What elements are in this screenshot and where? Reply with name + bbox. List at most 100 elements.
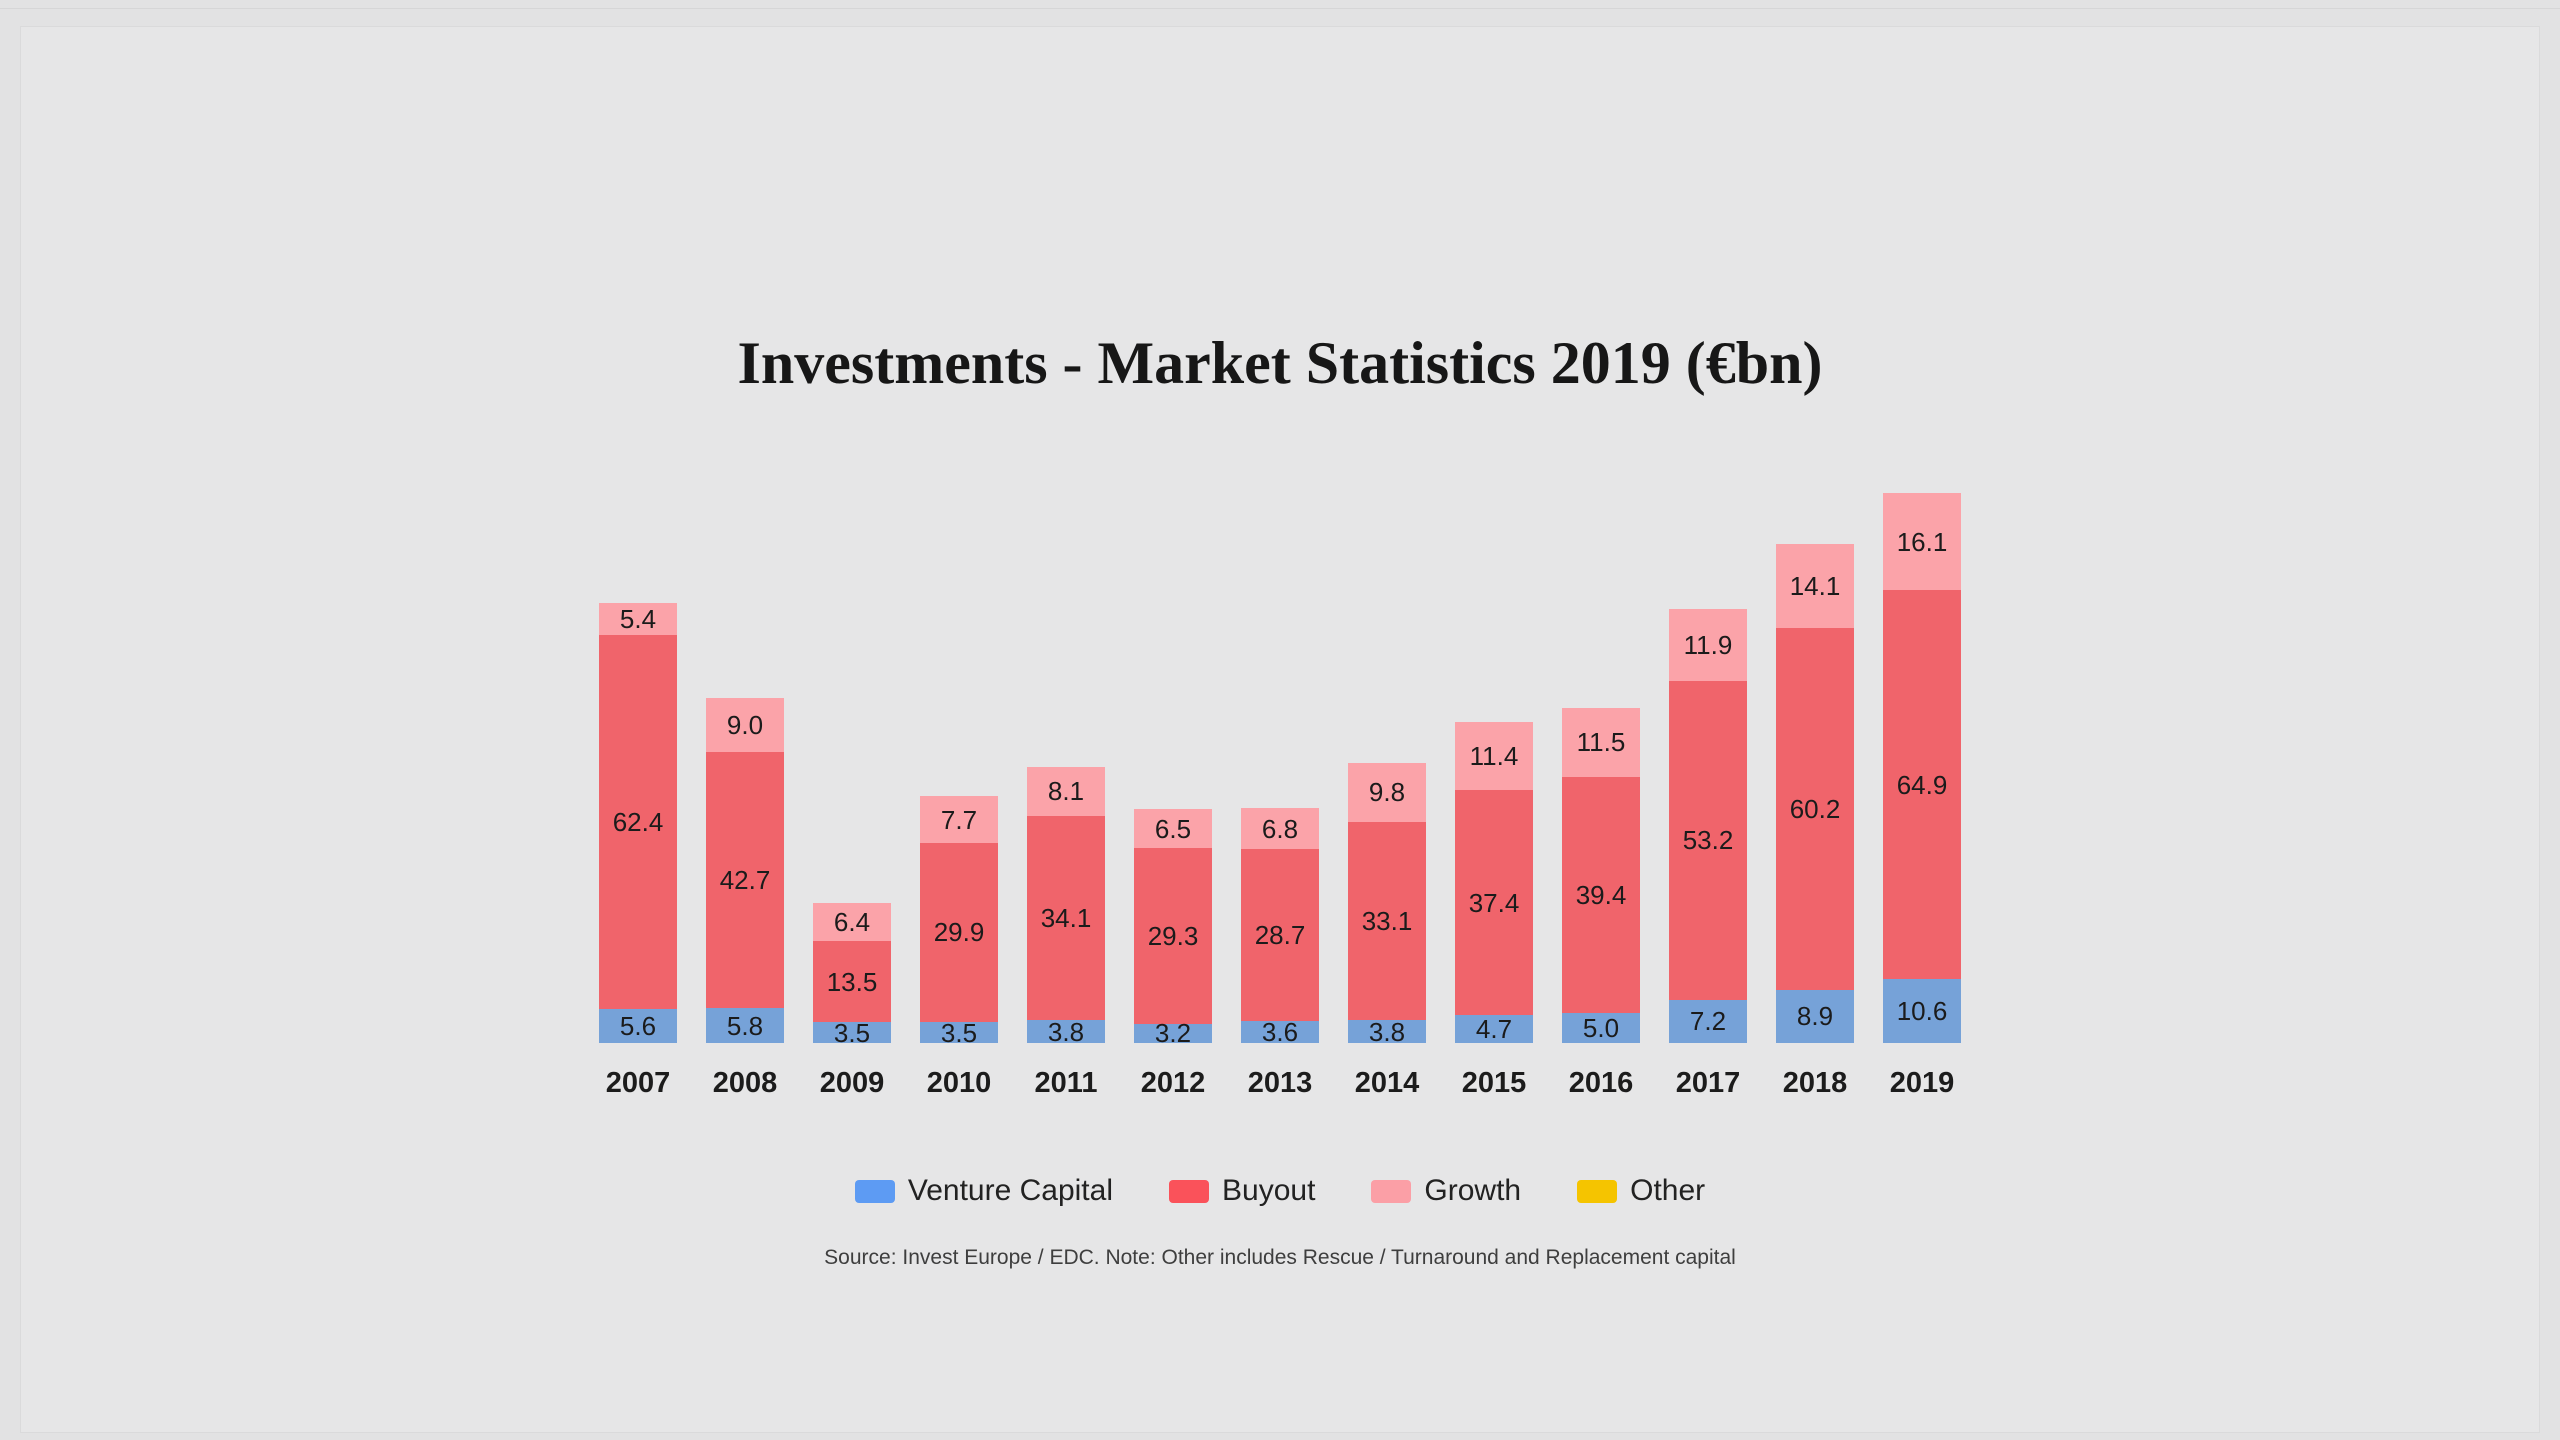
bar-column-2017: 11.9 53.2 7.2 2017: [1669, 609, 1747, 1099]
bar-segment-buyout: 29.3: [1134, 848, 1212, 1024]
bar-value-label: 3.8: [1368, 1016, 1406, 1047]
bar-segment-growth: 11.9: [1669, 609, 1747, 681]
bar-value-label: 37.4: [1468, 887, 1520, 918]
bar-column-2009: 6.4 13.5 3.5 2009: [813, 902, 891, 1099]
bar-value-label: 14.1: [1789, 571, 1841, 602]
bar-value-label: 39.4: [1575, 879, 1627, 910]
bar-value-label: 64.9: [1896, 769, 1948, 800]
bar-value-label: 5.0: [1582, 1013, 1620, 1043]
bar-segment-venture-capital: 3.6: [1241, 1017, 1319, 1048]
bar-segment-buyout: 33.1: [1348, 821, 1426, 1021]
bar-value-label: 8.9: [1796, 1001, 1834, 1032]
legend-item-growth: Growth: [1371, 1174, 1521, 1208]
bar-segment-growth: 6.8: [1241, 808, 1319, 850]
bar-value-label: 42.7: [719, 865, 771, 896]
x-axis-label-2016: 2016: [1568, 1067, 1634, 1099]
legend-item-buyout: Buyout: [1169, 1174, 1315, 1208]
bar-segment-buyout: 13.5: [813, 941, 891, 1022]
bar-column-2013: 6.8 28.7 3.6 2013: [1241, 808, 1319, 1099]
x-axis-label-2007: 2007: [605, 1067, 671, 1099]
x-axis-label-2011: 2011: [1034, 1067, 1098, 1099]
bar-value-label: 7.2: [1689, 1006, 1727, 1037]
bar-segment-growth: 6.4: [813, 902, 891, 941]
legend-label: Growth: [1424, 1174, 1522, 1207]
legend-swatch-icon: [1577, 1179, 1618, 1203]
bar-value-label: 10.6: [1896, 996, 1948, 1027]
bar-column-2012: 6.5 29.3 3.2 2012: [1134, 809, 1212, 1099]
x-axis-label-2017: 2017: [1675, 1067, 1741, 1099]
legend-label: Other: [1630, 1174, 1706, 1207]
bar-segment-growth: 14.1: [1776, 543, 1854, 629]
bar-value-label: 6.5: [1154, 813, 1192, 844]
bar-segment-venture-capital: 3.8: [1348, 1016, 1426, 1047]
x-axis-label-2012: 2012: [1140, 1067, 1206, 1099]
x-axis-label-2010: 2010: [926, 1067, 992, 1099]
bar-segment-buyout: 37.4: [1455, 790, 1533, 1015]
bar-segment-buyout: 34.1: [1027, 815, 1105, 1021]
x-axis-label-2019: 2019: [1889, 1067, 1955, 1099]
bar-segment-venture-capital: 8.9: [1776, 989, 1854, 1043]
bar-segment-buyout: 29.9: [920, 842, 998, 1022]
bar-value-label: 4.7: [1475, 1013, 1513, 1044]
legend-label: Buyout: [1222, 1174, 1316, 1207]
bar-column-2008: 9.0 42.7 5.8 2008: [706, 698, 784, 1099]
bar-segment-venture-capital: 7.2: [1669, 999, 1747, 1043]
bar-value-label: 28.7: [1254, 920, 1306, 951]
bar-segment-buyout: 64.9: [1883, 590, 1961, 980]
legend-item-venture-capital: Venture Capital: [854, 1174, 1113, 1208]
bar-column-2010: 7.7 29.9 3.5 2010: [920, 796, 998, 1099]
bar-segment-venture-capital: 5.8: [706, 1008, 784, 1043]
bar-value-label: 29.3: [1147, 920, 1199, 951]
bar-column-2015: 11.4 37.4 4.7 2015: [1455, 722, 1533, 1099]
bar-segment-growth: 11.4: [1455, 722, 1533, 791]
legend-swatch-icon: [1169, 1179, 1209, 1203]
stacked-bar-chart: 5.4 62.4 5.6 2007 9.0 42.7 5.8 2008 6.4 13.5 3.5 20…: [599, 493, 1961, 1099]
legend-item-other: Other: [1577, 1174, 1705, 1208]
bar-segment-venture-capital: 3.5: [813, 1017, 891, 1048]
bar-value-label: 13.5: [826, 966, 878, 997]
legend-swatch-icon: [854, 1179, 895, 1203]
bar-column-2016: 11.5 39.4 5.0 2016: [1562, 707, 1640, 1099]
bar-value-label: 53.2: [1682, 825, 1734, 856]
bar-value-label: 33.1: [1361, 905, 1413, 936]
bar-value-label: 34.1: [1040, 902, 1092, 933]
bar-value-label: 9.8: [1368, 777, 1406, 808]
bar-value-label: 6.8: [1261, 813, 1299, 844]
top-border-line: [0, 8, 2560, 9]
bar-segment-growth: 8.1: [1027, 767, 1105, 816]
x-axis-label-2015: 2015: [1461, 1067, 1527, 1099]
bar-value-label: 29.9: [933, 917, 985, 948]
bar-value-label: 3.5: [833, 1017, 871, 1048]
bar-segment-growth: 9.8: [1348, 762, 1426, 822]
bar-value-label: 60.2: [1789, 794, 1841, 825]
bar-value-label: 3.5: [940, 1017, 978, 1048]
bar-value-label: 11.5: [1576, 727, 1626, 758]
bar-column-2011: 8.1 34.1 3.8 2011: [1027, 767, 1105, 1099]
bar-segment-buyout: 39.4: [1562, 776, 1640, 1013]
chart-card: [20, 26, 2540, 1433]
bar-value-label: 5.6: [619, 1011, 657, 1042]
legend-label: Venture Capital: [907, 1174, 1113, 1207]
bar-segment-venture-capital: 3.8: [1027, 1019, 1105, 1045]
bar-column-2014: 9.8 33.1 3.8 2014: [1348, 762, 1426, 1099]
bar-value-label: 3.2: [1154, 1018, 1192, 1049]
x-axis-label-2014: 2014: [1354, 1067, 1420, 1099]
bar-segment-growth: 6.5: [1134, 809, 1212, 849]
bar-segment-growth: 5.4: [599, 602, 677, 636]
bar-segment-buyout: 62.4: [599, 635, 677, 1010]
x-axis-label-2009: 2009: [819, 1067, 885, 1099]
bar-column-2018: 14.1 60.2 8.9 2018: [1776, 543, 1854, 1099]
bar-segment-venture-capital: 4.7: [1455, 1013, 1533, 1044]
bar-value-label: 5.4: [619, 603, 657, 634]
bar-segment-buyout: 60.2: [1776, 628, 1854, 990]
bar-column-2007: 5.4 62.4 5.6 2007: [599, 602, 677, 1099]
bar-value-label: 3.6: [1261, 1017, 1299, 1048]
bar-value-label: 11.9: [1683, 629, 1733, 660]
bar-value-label: 8.1: [1047, 776, 1085, 807]
chart-legend: Venture Capital Buyout Growth Other: [0, 1174, 2560, 1208]
bar-value-label: 5.8: [726, 1010, 764, 1041]
legend-swatch-icon: [1371, 1179, 1412, 1203]
bar-value-label: 7.7: [940, 804, 978, 835]
bar-segment-venture-capital: 10.6: [1883, 979, 1961, 1043]
bar-value-label: 11.4: [1469, 741, 1519, 772]
